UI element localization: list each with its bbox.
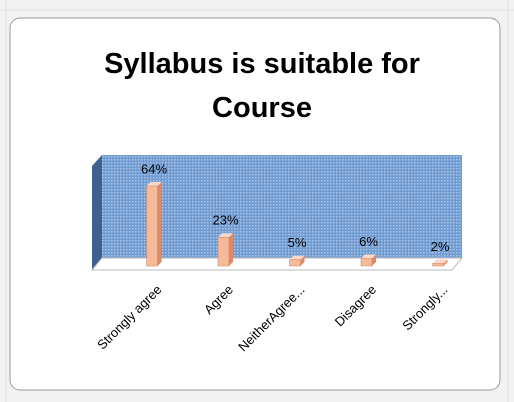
back-wall	[102, 155, 462, 258]
data-label: 6%	[359, 234, 378, 249]
bar-top	[146, 182, 162, 186]
bar-side	[229, 233, 233, 266]
bar-top	[218, 233, 233, 238]
bar-top	[361, 254, 376, 259]
data-label: 64%	[141, 161, 167, 176]
bar	[217, 237, 230, 267]
bar	[146, 185, 158, 267]
bar-side	[157, 182, 162, 266]
bar-side	[443, 259, 448, 266]
bar-side	[300, 255, 305, 266]
bar	[432, 263, 444, 267]
bar	[289, 259, 301, 267]
bar	[360, 258, 373, 267]
bar-top	[289, 255, 305, 260]
data-label: 5%	[288, 235, 307, 250]
bar-top	[432, 259, 448, 264]
bar-side	[372, 254, 376, 266]
chart-title: Syllabus is suitable for Course	[104, 48, 420, 124]
data-label: 2%	[431, 239, 450, 254]
data-label: 23%	[212, 213, 238, 228]
side-wall	[92, 155, 102, 270]
